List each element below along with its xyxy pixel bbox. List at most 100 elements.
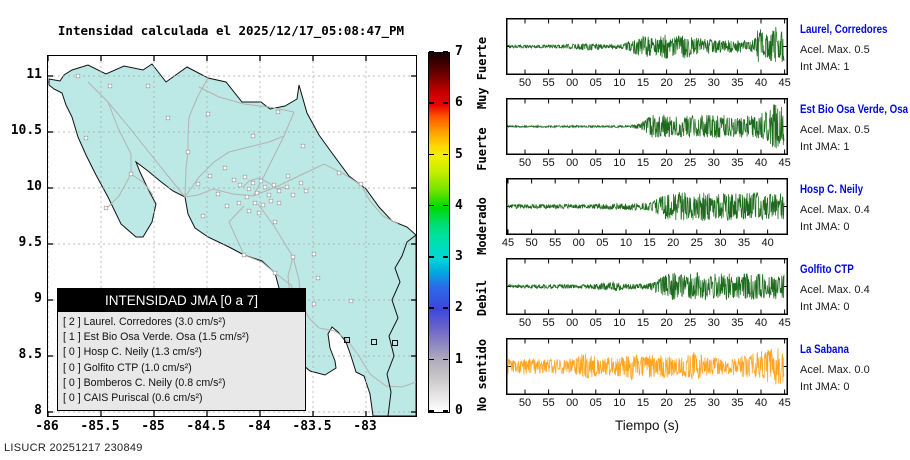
station-marker [242, 174, 248, 180]
latitude-tick-label: 9.5 [18, 235, 42, 250]
station-marker [276, 188, 282, 194]
colorbar-tick [429, 204, 434, 207]
station-info: La Sabana Acel. Max. 0.0 Int JMA: 0 [800, 344, 910, 393]
plot-frame [506, 98, 788, 155]
station-marker [300, 143, 306, 149]
road-line [184, 77, 209, 198]
time-tick-label: 05 [589, 397, 602, 409]
plot-frame [506, 18, 788, 75]
station-marker [303, 188, 309, 194]
time-tick-label: 30 [707, 317, 720, 329]
legend-title: INTENSIDAD JMA [0 a 7] [58, 289, 305, 312]
station-marker [252, 200, 258, 206]
station-marker [83, 135, 89, 141]
colorbar-category-label: Fuerte [475, 127, 489, 172]
station-marker [311, 251, 317, 257]
map-title: Intensidad calculada el 2025/12/17_05:08… [57, 23, 405, 38]
legend-entry: [ 0 ] Golfito CTP (1.0 cm/s²) [63, 361, 192, 374]
time-tick-label: 20 [660, 77, 673, 89]
legend-entry: [ 0 ] CAIS Puriscal (0.6 cm/s²) [63, 392, 203, 405]
time-tick-label: 05 [589, 157, 602, 169]
time-tick-labels: 50 55 00 05 10 15 20 25 30 35 40 45 [506, 157, 791, 171]
station-marker [241, 252, 247, 258]
time-tick-label: 10 [613, 317, 626, 329]
colorbar-category-label: Debil [475, 280, 489, 317]
waveform-plot [506, 98, 788, 155]
time-tick-label: 45 [778, 157, 791, 169]
longitude-tick-label: -83.5 [292, 419, 332, 434]
time-tick-label: 50 [518, 77, 532, 89]
colorbar-tick [443, 358, 448, 361]
waveform-plot [506, 338, 788, 395]
station-name-link[interactable]: Golfito CTP [800, 264, 854, 276]
intensity-legend: INTENSIDAD JMA [0 a 7] [ 2 ] Laurel. Cor… [57, 288, 306, 412]
colorbar-tick [429, 307, 434, 309]
colorbar-tick [443, 153, 448, 156]
station-marker [256, 210, 262, 216]
plot-frame [506, 258, 788, 315]
road-line [252, 163, 362, 197]
station-marker [358, 181, 364, 187]
station-marker [200, 213, 206, 219]
station-info: Hosp C. Neily Acel. Max. 0.4 Int JMA: 0 [800, 184, 910, 233]
station-marker [298, 180, 304, 186]
time-tick-label: 55 [549, 237, 562, 249]
time-tick-label: 45 [778, 397, 791, 409]
waveform-trace [507, 104, 785, 149]
colorbar-tick-label: 2 [455, 300, 463, 316]
time-tick-label: 15 [636, 77, 650, 89]
time-tick-label: 50 [518, 317, 532, 329]
road-line [130, 173, 154, 196]
seismogram-panel: 50 55 00 05 10 15 20 25 30 35 40 45 [506, 98, 791, 169]
station-accel: Acel. Max. 0.4 [800, 284, 870, 296]
colorbar-tick-label: 7 [455, 44, 463, 59]
colorbar-tick [443, 51, 448, 53]
station-marker [246, 186, 252, 192]
time-tick-label: 45 [778, 317, 791, 329]
station-marker [128, 171, 134, 177]
time-tick-label: 45 [778, 77, 791, 89]
time-tick-label: 45 [501, 237, 515, 249]
station-marker [311, 301, 317, 307]
time-tick-label: 25 [684, 77, 697, 89]
colorbar-tick-label: 5 [455, 146, 463, 162]
time-tick-label: 35 [731, 397, 744, 409]
station-name-link[interactable]: Est Bio Osa Verde, Osa [800, 104, 909, 116]
legend-entry: [ 0 ] Hosp C. Neily (1.3 cm/s²) [63, 346, 202, 359]
time-tick-label: 40 [754, 77, 768, 89]
time-tick-label: 10 [619, 237, 633, 249]
station-marker [246, 208, 252, 214]
waveform-trace [507, 272, 785, 301]
time-tick-label: 00 [566, 317, 579, 329]
land-polygon [48, 63, 416, 416]
road-line [360, 184, 399, 225]
station-name-link[interactable]: La Sabana [800, 344, 849, 356]
station-marker [250, 180, 256, 186]
colorbar-tick-label: 4 [455, 197, 463, 213]
colorbar-category-label: Moderado [475, 197, 489, 256]
station-marker [107, 83, 113, 89]
time-tick-label: 35 [731, 77, 744, 89]
intensity-colorbar [428, 52, 450, 413]
station-name-link[interactable]: Laurel, Corredores [800, 24, 888, 36]
panama-border-line [386, 234, 416, 416]
time-tick-label: 35 [737, 237, 751, 249]
waveform-plot [506, 18, 788, 75]
station-marker [290, 192, 296, 198]
time-tick-label: 15 [636, 317, 650, 329]
station-name-link[interactable]: Hosp C. Neily [800, 184, 864, 196]
road-line [198, 86, 295, 113]
station-marker [237, 182, 243, 188]
road-line [184, 135, 285, 198]
time-tick-label: 40 [754, 397, 768, 409]
waveform-trace [507, 191, 785, 221]
station-marker [231, 177, 237, 183]
time-tick-label: 40 [754, 157, 768, 169]
station-marker [276, 200, 282, 206]
time-tick-labels: 45 50 55 00 05 10 15 20 25 30 35 40 [502, 237, 788, 251]
time-tick-label: 25 [690, 237, 703, 249]
time-tick-label: 55 [542, 77, 555, 89]
time-tick-label: 20 [660, 157, 673, 169]
time-tick-label: 30 [707, 77, 720, 89]
